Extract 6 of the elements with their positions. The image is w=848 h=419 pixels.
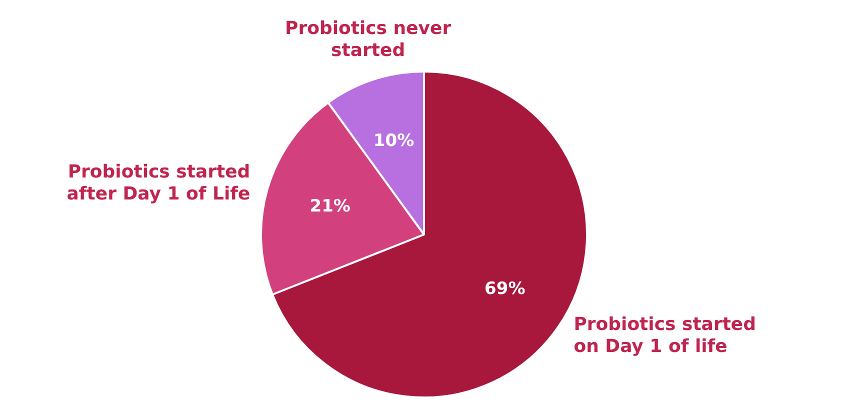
slice-label: Probiotics never started: [285, 18, 452, 62]
data-label: 69%: [484, 278, 526, 299]
data-label: 10%: [373, 130, 414, 151]
slice-label: Probiotics started after Day 1 of Life: [66, 162, 250, 205]
data-label: 21%: [310, 196, 350, 217]
slice-label: Probiotics started on Day 1 of life: [574, 314, 756, 357]
